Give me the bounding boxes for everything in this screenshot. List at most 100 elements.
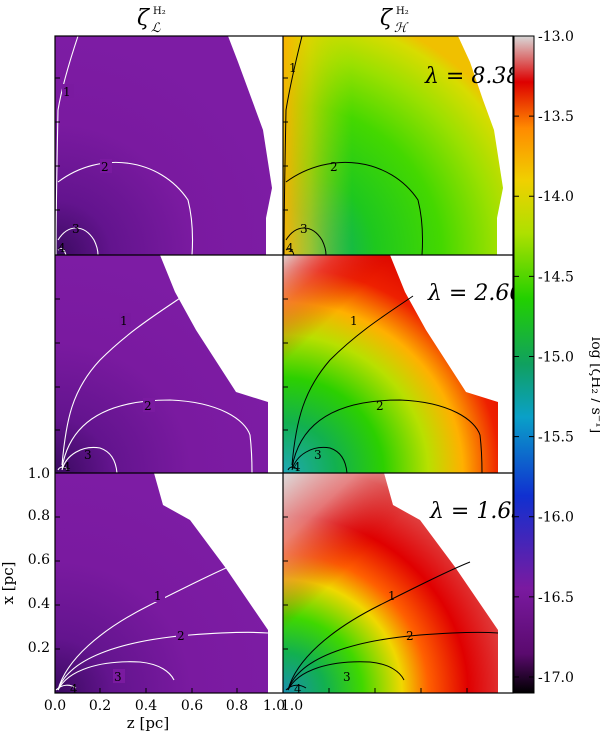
- contour-2: [287, 631, 499, 691]
- panel-row1-right: 1 2 3 4 λ = 8.38: [283, 35, 520, 256]
- contour-label-1: 1: [350, 314, 358, 328]
- lambda-label-row1: λ = 8.38: [424, 64, 520, 89]
- contour-label-4: 4: [294, 682, 302, 696]
- contour-label-4: 4: [63, 460, 71, 474]
- colorbar-tick-label: -13.0: [538, 29, 574, 45]
- contours-row3-right: [285, 561, 499, 691]
- contour-4: [285, 684, 307, 691]
- x-tick-label: 1.0: [263, 698, 285, 714]
- contour-3: [57, 661, 175, 691]
- colorbar: -13.0 -13.5 -14.0 -14.5 -15.0 -15.5 -16.0 -16.5…: [513, 29, 600, 694]
- colorbar-tick-label: -16.5: [538, 590, 574, 606]
- contour-label-3: 3: [72, 222, 80, 236]
- contour-label-2: 2: [406, 629, 414, 643]
- colorbar-tick-label: -16.0: [538, 510, 574, 526]
- contour-1: [61, 295, 184, 466]
- contour-label-1: 1: [120, 314, 128, 328]
- contour-labels-row2-right: 1 2 3 4: [293, 314, 384, 474]
- inner-ticks: [55, 77, 468, 693]
- panel-row3-right: 1 2 3 4 λ = 1.63: [283, 473, 525, 696]
- contour-label-2: 2: [177, 629, 185, 643]
- contour-label-2: 2: [376, 399, 384, 413]
- panel-row2-right: 1 2 3 4 λ = 2.66: [283, 255, 523, 474]
- contour-labels-row2-left: 1 2 3 4: [63, 313, 155, 474]
- y-axis-label: x [pc]: [0, 562, 17, 605]
- panel-row1-left: 1 2 3 4: [55, 35, 283, 256]
- colorbar-tick-label: -14.5: [538, 269, 574, 285]
- contour-4: [285, 248, 295, 256]
- x-tick-label: 0.0: [44, 698, 66, 714]
- lambda-label-row2: λ = 2.66: [427, 281, 523, 306]
- colorbar-label: log [ζH₂ / s⁻¹]: [588, 337, 600, 433]
- contour-2: [57, 161, 194, 256]
- x-axis-label: z [pc]: [127, 714, 169, 731]
- contour-1: [57, 561, 241, 691]
- contour-1: [291, 295, 414, 466]
- contour-label-3: 3: [343, 670, 351, 684]
- contour-3: [57, 227, 99, 256]
- contour-2: [291, 399, 483, 474]
- x-tick-label: 0.8: [226, 698, 248, 714]
- y-tick-label: 0.2: [28, 640, 50, 656]
- contour-label-3: 3: [114, 670, 122, 684]
- contour-4: [57, 248, 67, 256]
- panel-row3-left: 1 2 3 4: [55, 473, 283, 696]
- col-title-left-sub: ℒ: [151, 21, 161, 36]
- contour-3: [285, 227, 327, 256]
- contour-label-3: 3: [314, 448, 322, 462]
- colorbar-tick-label: -15.5: [538, 430, 574, 446]
- contour-label-1: 1: [63, 85, 71, 99]
- colorbar-ticks: -13.0 -13.5 -14.0 -14.5 -15.0 -15.5 -16.0 -16.5…: [514, 29, 574, 686]
- col-title-right: ζ ℋ H₂: [380, 6, 409, 36]
- col-title-left-sup: H₂: [153, 6, 166, 17]
- colorbar-tick-label: -13.5: [538, 109, 574, 125]
- contour-label-3: 3: [300, 222, 308, 236]
- lambda-label-row3: λ = 1.63: [429, 499, 525, 524]
- x-tick-label: 0.4: [135, 698, 157, 714]
- contour-3: [287, 661, 405, 691]
- contours-row2-left: [57, 295, 253, 474]
- x-tick-label: 0.2: [89, 698, 111, 714]
- contour-label-4: 4: [70, 682, 78, 696]
- contour-label-2: 2: [101, 160, 109, 174]
- contour-label-2: 2: [144, 399, 152, 413]
- contours-row2-right: [287, 295, 483, 474]
- contour-3: [61, 446, 118, 474]
- x-tick-labels: 0.0 0.2 0.4 0.6 0.8 1.0 1.0: [44, 698, 303, 714]
- contour-4: [55, 684, 77, 691]
- contour-label-4: 4: [293, 460, 301, 474]
- contour-labels-row3-right: 1 2 3 4: [294, 589, 414, 696]
- contour-labels-row3-left: 1 2 3 4: [70, 588, 188, 696]
- x-tick-label: 0.6: [181, 698, 203, 714]
- contour-label-4: 4: [58, 241, 66, 255]
- col-title-left: ζ ℒ H₂: [137, 6, 166, 36]
- col-title-right-sub: ℋ: [394, 21, 409, 36]
- contour-labels-row1-left: 1 2 3 4: [58, 84, 112, 255]
- col-title-right-base: ζ: [380, 6, 394, 31]
- contour-3: [291, 446, 348, 474]
- contour-labels-row1-right: 1 2 3 4: [286, 61, 338, 255]
- panel-row2-left: 1 2 3 4: [55, 255, 283, 474]
- contour-label-3: 3: [84, 448, 92, 462]
- contour-label-4: 4: [286, 241, 294, 255]
- y-tick-label: 1.0: [28, 466, 50, 482]
- contour-label-1: 1: [388, 589, 396, 603]
- contour-label-1: 1: [289, 61, 297, 75]
- x-tick-label-right: 1.0: [281, 698, 303, 714]
- col-title-left-base: ζ: [137, 6, 151, 31]
- colorbar-tick-label: -15.0: [538, 349, 574, 365]
- col-title-right-sup: H₂: [396, 6, 409, 17]
- contour-label-2: 2: [330, 160, 338, 174]
- contour-2: [285, 161, 423, 256]
- y-tick-labels: 0.2 0.4 0.6 0.8 1.0: [28, 466, 50, 656]
- colorbar-tick-label: -14.0: [538, 189, 574, 205]
- panel-frames: [54, 35, 514, 694]
- y-tick-label: 0.6: [28, 552, 50, 568]
- y-tick-label: 0.8: [28, 508, 50, 524]
- contour-1: [287, 561, 471, 691]
- contour-label-1: 1: [154, 589, 162, 603]
- colorbar-tick-label: -17.0: [538, 670, 574, 686]
- y-tick-label: 0.4: [28, 596, 50, 612]
- contour-2: [61, 399, 253, 474]
